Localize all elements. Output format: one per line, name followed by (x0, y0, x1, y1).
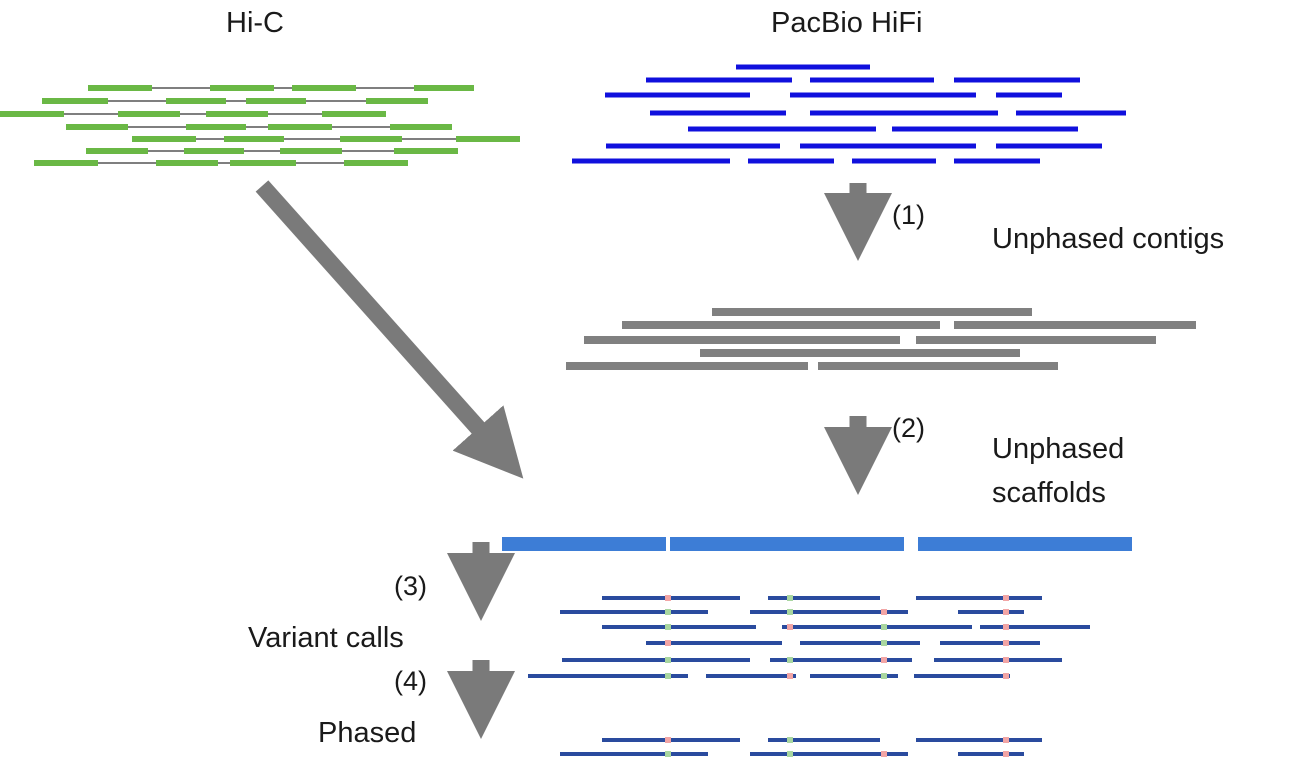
variant-site (787, 673, 793, 679)
variant-site (1003, 624, 1009, 630)
variant-site (1003, 640, 1009, 646)
hifi-reads (572, 64, 1126, 164)
variant-site (881, 609, 887, 615)
unphased-scaffolds-label-line2: scaffolds (992, 477, 1106, 509)
scaffold-segment (918, 537, 1132, 551)
hic-to-scaffold-arrow (255, 180, 524, 479)
variant-site (787, 624, 793, 630)
hifi-label: PacBio HiFi (771, 7, 923, 39)
variant-site (787, 737, 793, 743)
variant-site (665, 673, 671, 679)
unphased-contigs-label: Unphased contigs (992, 223, 1225, 255)
variant-site (1003, 657, 1009, 663)
variant-site (665, 609, 671, 615)
flow-arrows (255, 180, 892, 739)
variant-site (1003, 673, 1009, 679)
unphased-scaffolds-label-line1: Unphased (992, 433, 1125, 465)
phased-label: Phased (318, 717, 417, 749)
variant-site (881, 640, 887, 646)
hic-label: Hi-C (226, 7, 284, 39)
variant-site (665, 737, 671, 743)
variant-site (665, 751, 671, 757)
variant-site (665, 595, 671, 601)
step-4-label: (4) (394, 666, 427, 696)
variant-site (665, 624, 671, 630)
variant-site (881, 673, 887, 679)
variant-site (665, 640, 671, 646)
variant-site (1003, 595, 1009, 601)
variant-site (787, 595, 793, 601)
variant-site (787, 657, 793, 663)
variant-site (1003, 751, 1009, 757)
variant-site (881, 751, 887, 757)
step-1-label: (1) (892, 200, 925, 230)
hic-read-pairs (0, 85, 520, 166)
phased-reads (560, 737, 1042, 757)
variant-calls-label: Variant calls (248, 622, 404, 654)
variant-site (1003, 609, 1009, 615)
variant-call-reads (528, 595, 1090, 679)
variant-site (787, 609, 793, 615)
step-2-label: (2) (892, 413, 925, 443)
variant-site (665, 657, 671, 663)
scaffold-segment (670, 537, 904, 551)
variant-site (881, 657, 887, 663)
variant-site (881, 624, 887, 630)
scaffold-segment (502, 537, 666, 551)
step-3-label: (3) (394, 571, 427, 601)
unphased-scaffold (502, 537, 1132, 551)
variant-site (787, 751, 793, 757)
unphased-contigs (566, 308, 1196, 370)
variant-site (1003, 737, 1009, 743)
